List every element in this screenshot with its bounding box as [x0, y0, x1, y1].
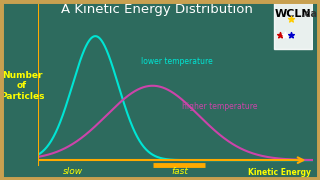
Text: higher temperature: higher temperature	[182, 102, 258, 111]
Text: .ca: .ca	[301, 9, 317, 19]
Bar	[274, 1, 312, 49]
Text: fast: fast	[172, 167, 188, 176]
Text: slow: slow	[62, 167, 83, 176]
Text: A Kinetic Energy Distribution: A Kinetic Energy Distribution	[61, 3, 253, 16]
Text: WCLN: WCLN	[275, 9, 311, 19]
Point	[289, 17, 294, 20]
Point	[277, 33, 282, 36]
Text: lower temperature: lower temperature	[141, 57, 213, 66]
Point	[283, 33, 288, 36]
Point	[289, 33, 294, 36]
Text: Number
of
Particles: Number of Particles	[0, 71, 44, 101]
Text: Kinetic Energy: Kinetic Energy	[248, 168, 311, 177]
